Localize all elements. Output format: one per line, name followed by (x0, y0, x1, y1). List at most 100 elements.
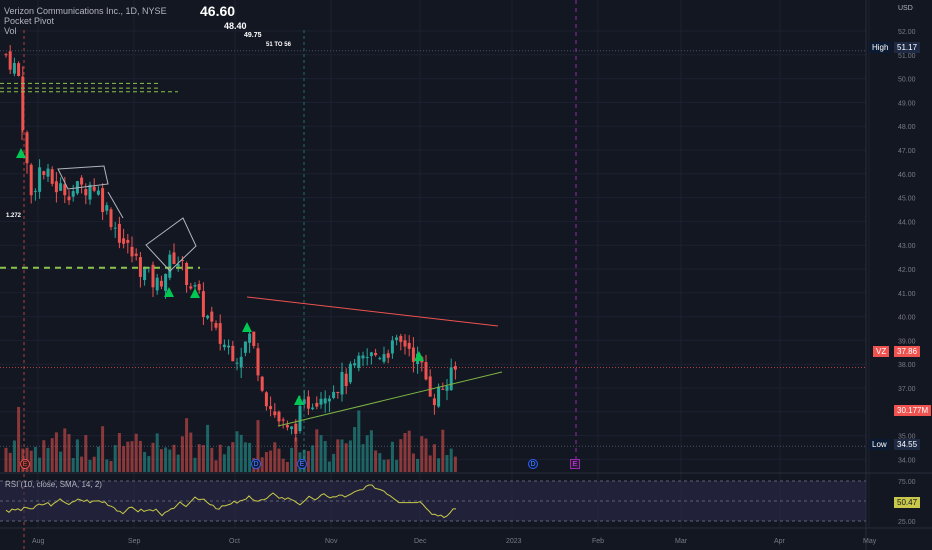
candle-body (277, 411, 281, 422)
candle-body (298, 405, 302, 432)
candle-body (361, 355, 365, 359)
candle-body (96, 190, 100, 195)
volume-bar (374, 450, 378, 472)
earnings-marker-past[interactable]: E (20, 459, 30, 469)
candle-body (138, 257, 142, 277)
volume-bar (168, 449, 172, 472)
volume-bar (46, 447, 50, 472)
volume-bar (428, 455, 432, 472)
volume-indicator-label[interactable]: Vol (4, 26, 17, 36)
price-tick-label: 51.00 (898, 53, 916, 60)
candle-body (353, 363, 357, 366)
time-tick-label: May (863, 538, 877, 545)
candle-body (189, 286, 193, 289)
pocket-pivot-indicator-label[interactable]: Pocket Pivot (4, 16, 55, 26)
pocket-pivot-signal (414, 351, 424, 361)
volume-bar (323, 441, 327, 472)
candle-body (159, 280, 163, 287)
earnings-marker-jan[interactable]: E (570, 459, 580, 469)
candle-body (407, 342, 411, 349)
dividend-marker-oct[interactable]: D (251, 459, 261, 469)
time-tick-label: 2023 (506, 538, 522, 545)
pocket-pivot-signal (164, 287, 174, 297)
candle-body (378, 358, 382, 360)
volume-bar (231, 442, 235, 472)
rsi-label[interactable]: RSI (10, close, SMA, 14, 2) (5, 480, 102, 489)
time-tick-label: Feb (592, 538, 604, 545)
volume-bar (151, 442, 155, 472)
volume-bar (420, 436, 424, 472)
volume-bar (311, 445, 315, 472)
volume-bar (395, 459, 399, 472)
volume-bar (315, 429, 319, 472)
volume-bar (336, 439, 340, 472)
volume-bar (365, 435, 369, 472)
volume-bar (403, 432, 407, 472)
candle-body (92, 186, 96, 191)
dividend-marker-jan[interactable]: D (528, 459, 538, 469)
volume-bar (222, 454, 226, 472)
price-tick-label: 44.00 (898, 219, 916, 226)
candle-body (340, 372, 344, 395)
candle-body (180, 260, 184, 262)
volume-bar (210, 447, 214, 472)
candle-body (424, 362, 428, 380)
candle-body (25, 132, 29, 164)
volume-bar (348, 440, 352, 472)
candle-body (386, 353, 390, 358)
volume-bars (4, 406, 457, 472)
price-annotation-49: 49.75 (244, 32, 262, 39)
candle-body (428, 376, 432, 397)
candle-body (193, 285, 197, 287)
candle-body (117, 223, 121, 243)
volume-bar (357, 410, 361, 472)
candle-body (8, 51, 12, 70)
volume-bar (411, 453, 415, 472)
pocket-pivot-signal (242, 322, 252, 332)
candle-body (357, 355, 361, 368)
volume-bar (4, 447, 8, 472)
candle-body (453, 366, 457, 370)
volume-bar (273, 442, 277, 472)
volume-bar (143, 451, 147, 472)
candle-body (21, 76, 25, 131)
candle-body (12, 63, 16, 74)
volume-bar (239, 434, 243, 472)
candle-body (290, 426, 294, 430)
candle-body (437, 386, 441, 407)
volume-bar (378, 453, 382, 472)
rsi-pane (0, 480, 866, 522)
candle-body (269, 406, 273, 410)
earnings-marker-oct[interactable]: E (297, 459, 307, 469)
candle-body (227, 345, 231, 348)
price-annotation-51: 51 TO 56 (266, 42, 291, 48)
volume-bar (294, 437, 298, 472)
volume-bar (126, 441, 130, 472)
candle-body (164, 274, 168, 291)
candle-body (449, 367, 453, 391)
candle-body (222, 344, 226, 348)
volume-bar (105, 459, 109, 472)
candle-body (306, 396, 310, 409)
candlesticks (4, 45, 457, 442)
candle-body (273, 411, 277, 416)
volume-bar (243, 442, 247, 472)
time-axis: Aug Sep Oct Nov Dec 2023 Feb Mar Apr May (32, 538, 877, 545)
candle-body (176, 264, 180, 267)
time-tick-label: Aug (32, 538, 45, 545)
symbol-title[interactable]: Verizon Communications Inc., 1D, NYSE (4, 6, 167, 16)
price-axis: 52.00 51.00 50.00 49.00 48.00 47.00 46.00 45.00… (898, 29, 916, 526)
candle-body (214, 323, 218, 328)
candle-body (348, 363, 352, 383)
volume-bar (12, 440, 16, 472)
volume-bar (281, 458, 285, 472)
volume-bar (264, 452, 268, 472)
volume-bar (256, 420, 260, 472)
volume-bar (432, 444, 436, 472)
candle-body (382, 354, 386, 362)
rsi-line (5, 484, 456, 519)
last-price-tag: 37.86 (894, 346, 921, 357)
price-tick-label: 48.00 (898, 124, 916, 131)
